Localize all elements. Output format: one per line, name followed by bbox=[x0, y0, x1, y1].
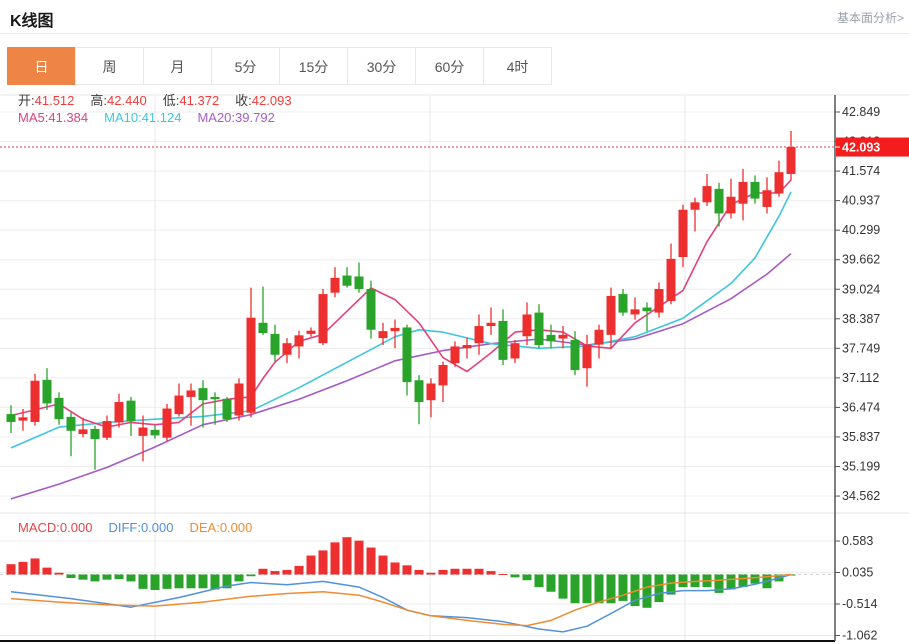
svg-text:0.035: 0.035 bbox=[842, 566, 873, 580]
price-axis: 42.84942.21241.57440.93740.29939.66239.0… bbox=[834, 95, 880, 642]
svg-text:35.837: 35.837 bbox=[842, 430, 880, 444]
kline-chart-canvas: 42.84942.21241.57440.93740.29939.66239.0… bbox=[0, 94, 909, 642]
ma5-line bbox=[10, 179, 792, 428]
svg-text:38.387: 38.387 bbox=[842, 312, 880, 326]
tab-period-2[interactable]: 月 bbox=[143, 47, 212, 85]
candles bbox=[6, 130, 796, 470]
tab-period-7[interactable]: 4时 bbox=[483, 47, 552, 85]
svg-text:42.093: 42.093 bbox=[842, 141, 880, 155]
svg-text:35.199: 35.199 bbox=[842, 460, 880, 474]
ohlc-row-item-3: 收:42.093 bbox=[235, 93, 292, 108]
macd-info-row: MACD:0.000 DIFF:0.000 DEA:0.000 bbox=[18, 520, 268, 535]
ohlc-info-row: 开:41.512 高:42.440 低:41.372 收:42.093 bbox=[18, 90, 308, 109]
svg-text:41.574: 41.574 bbox=[842, 164, 880, 178]
fundamental-analysis-link[interactable]: 基本面分析> bbox=[836, 11, 904, 25]
tab-period-0[interactable]: 日 bbox=[7, 47, 76, 85]
ohlc-row-item-1: 高:42.440 bbox=[90, 93, 147, 108]
tab-period-1[interactable]: 周 bbox=[75, 47, 144, 85]
svg-text:39.662: 39.662 bbox=[842, 253, 880, 267]
tab-period-4[interactable]: 15分 bbox=[279, 47, 348, 85]
header: K线图 基本面分析> bbox=[0, 0, 909, 34]
ma-row-item-2: MA20:39.792 bbox=[197, 110, 275, 125]
svg-text:36.474: 36.474 bbox=[842, 400, 880, 414]
tab-period-6[interactable]: 60分 bbox=[415, 47, 484, 85]
svg-text:37.112: 37.112 bbox=[842, 371, 879, 385]
svg-text:0.583: 0.583 bbox=[842, 534, 873, 548]
current-price-marker: 42.093 bbox=[0, 137, 909, 157]
dea-line bbox=[10, 573, 792, 627]
svg-text:-1.062: -1.062 bbox=[842, 628, 877, 642]
svg-text:37.749: 37.749 bbox=[842, 341, 880, 355]
grid-lines bbox=[0, 94, 909, 642]
period-tabs: 日周月 5分 15分 30分 60分 4时 bbox=[7, 47, 552, 85]
macd-row-item-2: DEA:0.000 bbox=[189, 520, 253, 535]
svg-text:40.299: 40.299 bbox=[842, 223, 880, 237]
ma-row-item-1: MA10:41.124 bbox=[104, 110, 182, 125]
ohlc-row-item-2: 低:41.372 bbox=[162, 93, 220, 108]
ohlc-row-item-0: 开:41.512 bbox=[18, 93, 75, 108]
ma20-line bbox=[10, 253, 792, 500]
tab-period-5[interactable]: 30分 bbox=[347, 47, 416, 85]
svg-text:39.024: 39.024 bbox=[842, 282, 880, 296]
tab-period-3[interactable]: 5分 bbox=[211, 47, 280, 85]
svg-text:-0.514: -0.514 bbox=[842, 597, 877, 611]
svg-text:42.849: 42.849 bbox=[842, 105, 880, 119]
diff-line bbox=[10, 573, 792, 633]
svg-text:34.562: 34.562 bbox=[842, 489, 880, 503]
page-title: K线图 bbox=[10, 13, 54, 30]
macd-row-item-1: DIFF:0.000 bbox=[108, 520, 174, 535]
macd-row-item-0: MACD:0.000 bbox=[18, 520, 93, 535]
ma-info-row: MA5:41.384 MA10:41.124 MA20:39.792 bbox=[18, 110, 291, 125]
svg-text:40.937: 40.937 bbox=[842, 194, 880, 208]
ma-row-item-0: MA5:41.384 bbox=[18, 110, 89, 125]
